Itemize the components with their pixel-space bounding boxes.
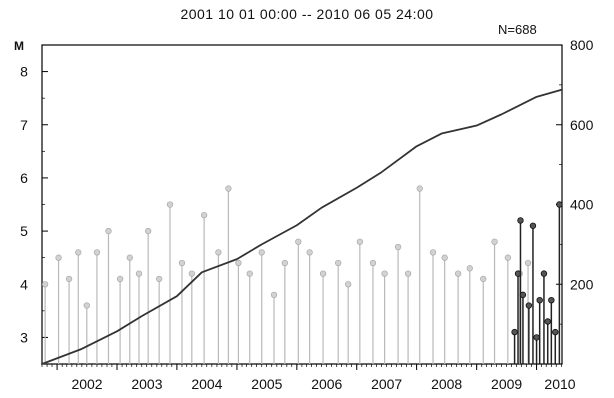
bg-stem-point-21: [258, 249, 265, 256]
recent-stem-point-13: [556, 201, 563, 208]
x-label-2005: 2005: [251, 376, 282, 392]
bg-stem-point-26: [319, 270, 327, 277]
left-tick-label-6: 6: [20, 170, 28, 186]
bg-stem-point-29: [356, 238, 363, 245]
left-tick-label-5: 5: [20, 223, 28, 239]
bg-stem-point-34: [416, 185, 423, 192]
bg-stem-point-20: [246, 270, 253, 277]
bg-stem-point-6: [93, 249, 101, 256]
right-tick-label-200: 200: [570, 276, 594, 292]
bg-stem-point-17: [215, 249, 222, 256]
bg-stem-point-36: [441, 254, 448, 261]
recent-stem-point-7: [533, 334, 540, 341]
bg-stem-point-5: [83, 302, 90, 309]
bg-stem-point-2: [55, 254, 62, 261]
bg-stem-point-38: [466, 265, 473, 272]
left-tick-label-3: 3: [20, 329, 28, 345]
bg-stem-point-13: [166, 201, 174, 208]
bg-stem-point-10: [135, 270, 143, 277]
bg-stem-point-1: [41, 281, 49, 288]
bg-stem-point-7: [105, 227, 112, 235]
x-label-2008: 2008: [431, 376, 462, 392]
bg-stem-point-35: [429, 249, 437, 256]
event-count: N=688: [498, 22, 537, 37]
bg-stem-point-30: [369, 259, 377, 267]
left-tick-label-7: 7: [20, 117, 28, 133]
bg-stem-point-11: [145, 227, 152, 235]
bg-stem-point-40: [491, 238, 498, 245]
x-label-2010: 2010: [544, 376, 575, 392]
bg-stem-point-41: [504, 254, 512, 261]
bg-stem-point-15: [188, 270, 195, 277]
recent-stem-point-1: [511, 328, 518, 336]
x-label-2009: 2009: [491, 376, 522, 392]
recent-stem-point-5: [525, 302, 533, 309]
recent-stem-point-10: [544, 318, 551, 325]
bg-stem-point-25: [306, 249, 313, 256]
bg-stem-point-12: [156, 275, 163, 283]
bg-stem-point-14: [178, 259, 186, 267]
recent-stem-point-4: [519, 291, 527, 299]
bg-stem-point-18: [225, 185, 232, 192]
recent-stem-point-8: [536, 297, 543, 304]
recent-stem-point-3: [517, 217, 524, 224]
bg-stem-point-24: [295, 238, 302, 245]
bg-stem-point-39: [480, 275, 487, 283]
bg-stem-point-22: [270, 291, 278, 299]
bg-stem-point-9: [126, 254, 133, 261]
bg-stem-point-19: [235, 259, 242, 267]
right-tick-label-600: 600: [570, 117, 594, 133]
recent-stem-point-6: [529, 222, 537, 229]
bg-stem-point-28: [345, 281, 352, 288]
right-tick-label-800: 800: [570, 37, 594, 53]
x-label-2002: 2002: [71, 376, 102, 392]
bg-stem-point-8: [116, 275, 124, 283]
left-tick-label-8: 8: [20, 64, 28, 80]
recent-stem-point-9: [540, 270, 548, 277]
left-tick-label-4: 4: [20, 276, 28, 292]
left-axis-unit: M: [14, 39, 24, 53]
chart-title: 2001 10 01 00:00 -- 2010 06 05 24:00: [180, 6, 434, 22]
recent-stem-point-12: [552, 328, 559, 336]
bg-stem-point-4: [75, 249, 82, 256]
bg-stem-point-37: [454, 270, 462, 277]
bg-stem-point-31: [381, 270, 388, 277]
cumulative-line: [41, 88, 563, 365]
bg-stem-point-16: [200, 211, 208, 219]
right-tick-label-400: 400: [570, 197, 594, 213]
x-label-2003: 2003: [131, 376, 162, 392]
bg-stem-point-32: [394, 243, 402, 251]
bg-stem-point-43: [524, 259, 532, 267]
x-label-2006: 2006: [311, 376, 342, 392]
bg-stem-point-3: [65, 275, 73, 283]
bg-stem-point-23: [281, 259, 289, 267]
x-label-2007: 2007: [371, 376, 402, 392]
x-label-2004: 2004: [191, 376, 222, 392]
bg-stem-point-27: [335, 259, 342, 267]
bg-stem-point-33: [404, 270, 412, 277]
recent-stem-point-11: [548, 297, 555, 304]
